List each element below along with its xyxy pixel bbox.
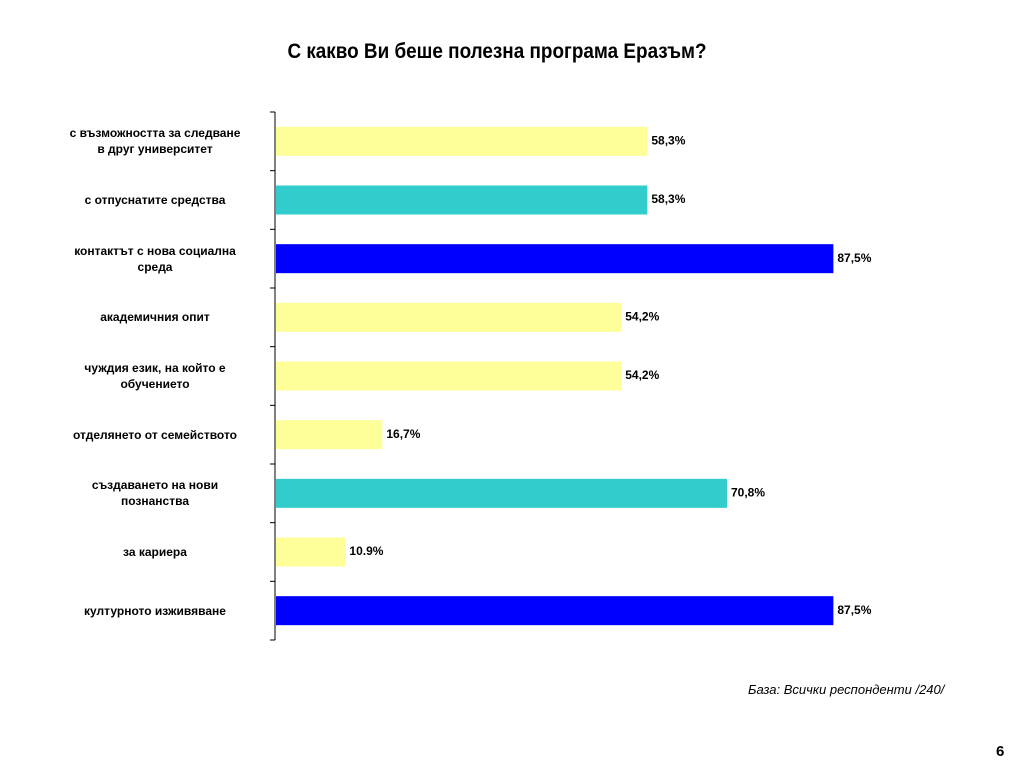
value-label: 87,5% (837, 603, 871, 617)
value-label: 10.9% (349, 544, 383, 558)
bar (276, 537, 346, 567)
category-label: с възможността за следване в друг универ… (69, 126, 241, 157)
value-label: 54,2% (625, 310, 659, 324)
bar (276, 478, 727, 508)
value-label: 16,7% (386, 427, 420, 441)
value-label: 70,8% (731, 486, 765, 500)
category-label: чуждия език, на който е обучението (84, 361, 226, 391)
note: База: Всички респонденти /240/ (748, 682, 945, 697)
chart-title: С какво Ви беше полезна програма Еразъм? (287, 40, 707, 63)
value-label: 58,3% (651, 134, 685, 148)
category-label: културното изживяване (84, 603, 226, 618)
page-number: 6 (996, 743, 1005, 760)
category-label: създаването на нови познанства (91, 478, 219, 509)
bar (276, 302, 622, 332)
category-label: отделянето от семейството (72, 427, 238, 442)
category-label: контактът с нова социална среда (74, 243, 236, 274)
value-label: 58,3% (651, 192, 685, 206)
bar (276, 420, 383, 450)
bar (276, 126, 648, 156)
category-label: за кариера (123, 545, 187, 559)
bar (276, 244, 834, 274)
category-label: академичния опит (100, 310, 210, 325)
value-label: 87,5% (837, 251, 871, 265)
bar (276, 361, 622, 391)
bar (276, 185, 648, 215)
value-label: 54,2% (625, 368, 659, 382)
bar (276, 596, 834, 626)
category-label: с отпуснатите средства (84, 193, 226, 207)
